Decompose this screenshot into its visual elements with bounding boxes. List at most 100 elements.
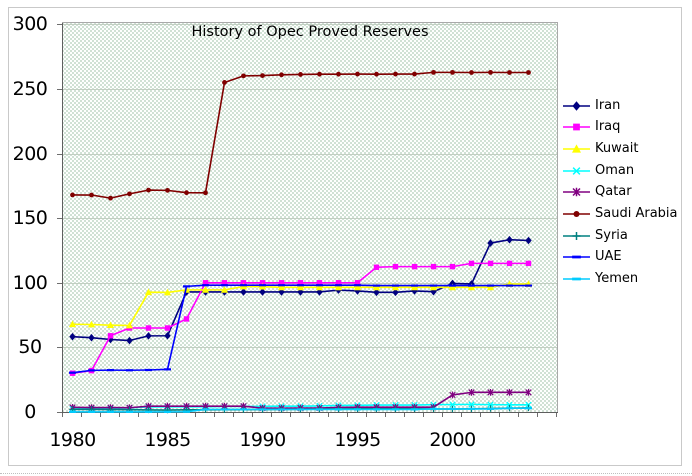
legend-swatch-icon [563,188,590,197]
x-axis-tick [62,413,63,417]
circle-marker [298,72,303,77]
square-marker [487,260,494,267]
triangle-marker [125,321,134,329]
circle-marker [374,71,379,77]
circle-marker [184,190,189,196]
y-tick-label-200: 200 [12,142,48,165]
x-tick-label-1980: 1980 [49,429,96,451]
square-marker [297,280,304,286]
circle-marker [317,71,322,77]
triangle-marker [163,288,172,296]
series-kuwait [68,280,533,329]
circle-marker [507,70,512,75]
legend-item-yemen: Yemen [563,268,638,290]
diamond-marker [392,288,399,297]
circle-marker [127,191,132,197]
circle-marker [70,192,75,198]
plus-marker [572,231,581,240]
triangle-marker [87,320,96,328]
diamond-marker [69,332,76,341]
circle-marker [431,69,436,75]
square-marker [449,263,456,270]
x-tick-label-1995: 1995 [334,429,381,451]
y-tick-label-100: 100 [12,271,48,294]
legend-item-syria: Syria [563,225,628,247]
x-tick-label-1985: 1985 [144,429,191,451]
legend-item-qatar: Qatar [563,181,632,203]
y-tick-label-0: 0 [24,401,36,423]
circle-marker [469,70,474,75]
diamond-marker [487,239,494,247]
circle-marker [393,71,398,77]
square-marker [506,260,513,267]
y-axis-tick [57,282,62,284]
series-plot [68,69,533,414]
series-line [72,262,529,375]
x-axis-tick [347,413,348,417]
triangle-marker [296,283,305,291]
y-axis-tick [57,347,62,349]
gridline-50 [63,347,557,349]
x-axis-tick [233,413,234,417]
legend-item-label: Syria [595,227,628,243]
square-marker [430,263,437,270]
circle-marker [146,187,151,193]
square-marker [411,263,418,270]
circle-marker [260,73,265,79]
diamond-marker [506,235,513,244]
legend-swatch-icon [563,277,590,281]
circle-marker [488,69,493,75]
x-axis-tick [537,413,538,417]
legend-item-label: Iraq [595,119,621,135]
gridline-150 [63,218,557,220]
series-saudi-arabia [70,69,531,201]
x-axis-tick [385,413,386,417]
square-marker [316,280,323,286]
square-marker [525,260,532,267]
diamond-marker [373,288,380,297]
legend-swatch-icon [563,123,590,131]
series-iraq [69,260,532,376]
square-marker [221,280,228,286]
x-axis-tick [423,413,424,417]
legend-item-label: Oman [595,162,635,178]
x-axis-tick [518,413,519,417]
square-marker [278,280,285,286]
square-marker [145,325,152,331]
x-marker [487,401,494,408]
y-axis-tick [57,218,62,220]
square-marker [573,123,580,131]
x-axis-tick [366,413,367,417]
square-marker [107,333,114,339]
circle-marker [241,73,246,79]
triangle-marker [201,286,210,293]
square-marker [373,264,380,270]
x-axis-tick [100,413,101,417]
circle-marker [108,195,113,201]
x-axis-tick [442,413,443,417]
y-axis-tick [57,153,62,155]
square-marker [354,280,361,286]
diamond-marker [297,288,304,296]
circle-marker [355,71,360,77]
legend-item-label: Kuwait [595,140,639,156]
x-marker [449,401,456,408]
y-axis-tick [57,412,62,413]
triangle-marker [391,283,400,291]
series-line [72,284,529,374]
circle-marker [412,71,417,77]
y-axis-line [62,23,63,413]
triangle-marker [68,320,77,328]
legend-item-label: Qatar [595,184,632,200]
triangle-marker [448,283,457,291]
y-tick-label-250: 250 [12,77,48,100]
y-tick-label-50: 50 [18,336,42,359]
plot-border-top [62,22,558,23]
square-marker [259,280,266,286]
y-tick-label-150: 150 [12,207,48,230]
x-marker [468,401,475,408]
triangle-marker [429,283,438,291]
x-marker [572,166,581,175]
x-axis-tick [271,413,272,417]
x-axis-tick [214,413,215,417]
